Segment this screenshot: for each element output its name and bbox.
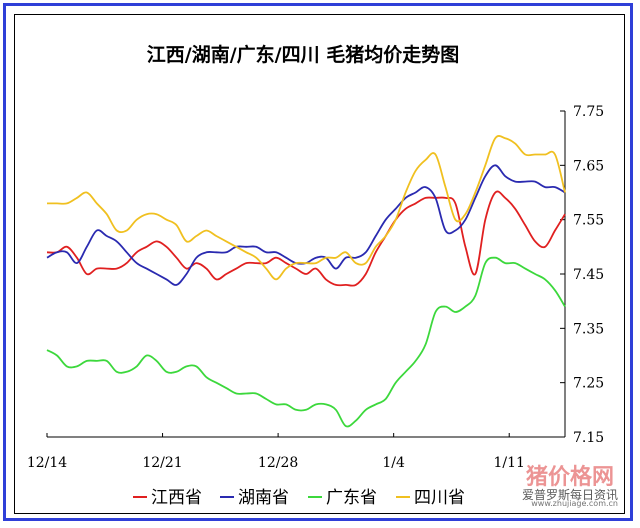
legend-label-sichuan: 四川省 xyxy=(414,488,465,508)
series-line-guangdong xyxy=(46,256,566,428)
y-tick-label: 7.65 xyxy=(573,158,604,174)
y-tick-label: 7.75 xyxy=(573,104,604,120)
legend-label-jiangxi: 江西省 xyxy=(151,488,202,508)
legend: 江西省 湖南省 广东省 四川省 xyxy=(133,488,465,508)
watermark-brand: 猪价格网 xyxy=(525,465,614,490)
y-tick-label: 7.25 xyxy=(573,376,604,392)
y-tick-label: 7.35 xyxy=(573,321,604,337)
watermark: 猪价格网 爱普罗斯每日资讯 www.zhujiage.com.cn xyxy=(478,459,618,509)
chart-svg: 江西/湖南/广东/四川 毛猪均价走势图 7.75 7.65 7.55 7.45 7.35… xyxy=(27,43,604,508)
legend-label-guangdong: 广东省 xyxy=(326,488,377,508)
chart-frame: 江西/湖南/广东/四川 毛猪均价走势图 7.75 7.65 7.55 7.45 7.35… xyxy=(3,3,633,521)
x-ticks: 12/14 12/21 12/28 1/4 1/11 xyxy=(27,433,525,471)
watermark-caption: 爱普罗斯每日资讯 xyxy=(521,488,618,502)
x-tick-label: 1/11 xyxy=(493,455,524,471)
watermark-url: www.zhujiage.com.cn xyxy=(531,499,618,508)
x-tick-label: 12/21 xyxy=(142,455,182,471)
plot-area xyxy=(47,111,572,437)
x-tick-label: 12/28 xyxy=(258,455,298,471)
chart-area: 江西/湖南/广东/四川 毛猪均价走势图 7.75 7.65 7.55 7.45 7.35… xyxy=(14,14,625,514)
legend-label-hunan: 湖南省 xyxy=(238,488,289,508)
y-ticks: 7.75 7.65 7.55 7.45 7.35 7.25 7.15 xyxy=(560,104,604,446)
series-line-jiangxi xyxy=(46,190,566,287)
x-tick-label: 1/4 xyxy=(382,455,405,471)
chart-title: 江西/湖南/广东/四川 毛猪均价走势图 xyxy=(147,43,459,66)
y-tick-label: 7.45 xyxy=(573,267,604,283)
x-tick-label: 12/14 xyxy=(27,455,67,471)
series-lines xyxy=(46,135,566,428)
series-line-sichuan xyxy=(46,135,566,281)
y-tick-label: 7.55 xyxy=(573,213,604,229)
y-tick-label: 7.15 xyxy=(573,430,604,446)
